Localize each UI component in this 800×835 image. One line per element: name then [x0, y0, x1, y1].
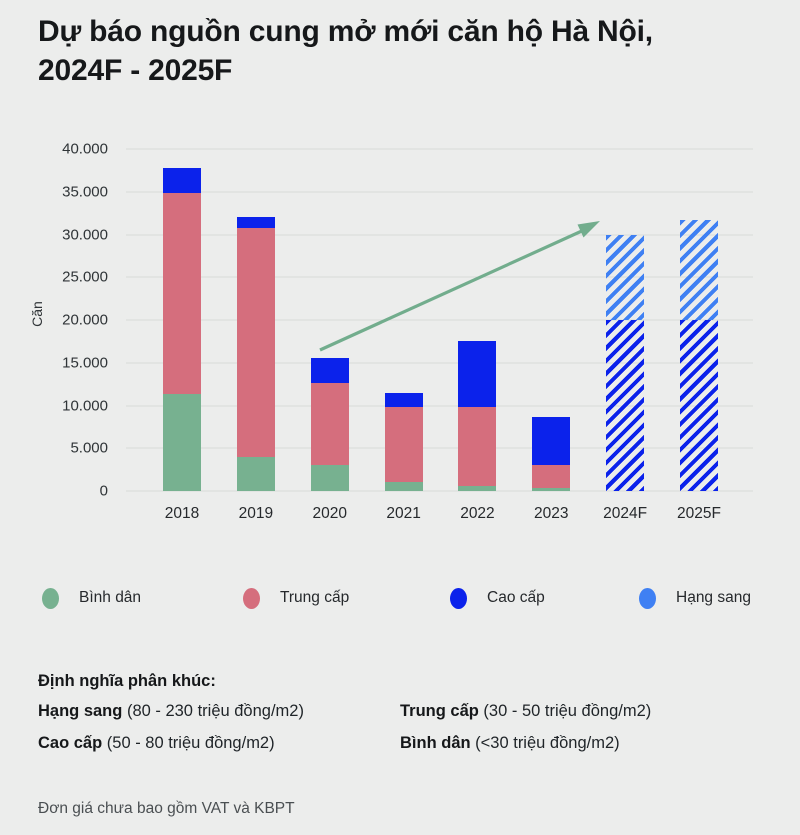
gridline	[126, 447, 753, 449]
definition-term: Cao cấp	[38, 734, 103, 752]
definition-range: (80 - 230 triệu đồng/m2)	[122, 702, 304, 720]
definitions-list: Hạng sang (80 - 230 triệu đồng/m2) Trung …	[38, 702, 762, 753]
bar-2024F	[606, 149, 645, 491]
legend-swatch-icon	[42, 587, 59, 609]
page-title: Dự báo nguồn cung mở mới căn hộ Hà Nội, …	[38, 12, 758, 90]
footnote: Đơn giá chưa bao gồm VAT và KBPT	[38, 800, 295, 817]
gridline	[126, 319, 753, 321]
bar-segment-2025F	[680, 219, 719, 320]
plot-area	[126, 148, 753, 492]
legend-label: Bình dân	[79, 589, 142, 606]
definitions-heading: Định nghĩa phân khúc:	[38, 672, 216, 690]
y-tick-label: 10.000	[62, 397, 108, 414]
y-tick-label: 35.000	[62, 183, 108, 201]
legend-swatch-icon	[243, 587, 260, 609]
bar-2020	[310, 149, 349, 491]
bar-segment-2024F	[606, 234, 645, 320]
y-tick-label: 40.000	[62, 140, 108, 158]
legend-item-2: Trung cấp	[243, 580, 349, 616]
bar-segment-2022	[458, 341, 497, 408]
bar-segment-2020	[310, 357, 349, 384]
bar-2025F	[680, 149, 719, 491]
bar-segment-2024F	[606, 320, 645, 491]
gridline	[126, 234, 753, 235]
legend-item-4: Hạng sang	[639, 580, 751, 616]
x-tick-label-2022: 2022	[460, 505, 495, 522]
bar-segment-2021	[384, 392, 423, 408]
legend-swatch-icon	[639, 587, 656, 609]
definition-item: Hạng sang (80 - 230 triệu đồng/m2)	[38, 702, 400, 721]
x-tick-label-2021: 2021	[386, 505, 421, 522]
bar-segment-2022	[458, 485, 497, 491]
legend-swatch-icon	[450, 587, 467, 609]
chart-legend: Bình dân Trung cấp Cao cấp Hạng sang	[0, 580, 800, 616]
legend-item-1: Bình dân	[42, 580, 141, 616]
y-tick-labels: 0 5.000 10.000 15.000 20.000 25.000 30.000 35.0…	[0, 141, 112, 500]
gridline	[126, 191, 753, 193]
bar-segment-2023	[532, 465, 571, 489]
definition-term: Bình dân	[400, 734, 471, 752]
definition-range: (<30 triệu đồng/m2)	[470, 734, 620, 752]
bar-segment-2023	[532, 488, 571, 491]
x-tick-label-2020: 2020	[312, 505, 347, 522]
bar-segment-2018	[163, 193, 201, 394]
bar-2023	[532, 149, 571, 491]
bar-segment-2020	[310, 465, 349, 491]
definition-term: Trung cấp	[400, 702, 479, 720]
legend-item-3: Cao cấp	[450, 580, 545, 616]
bar-2021	[384, 149, 423, 491]
title-line-2: 2024F - 2025F	[38, 54, 233, 87]
bar-segment-2018	[163, 167, 201, 194]
bar-segment-2022	[458, 407, 497, 486]
gridline	[126, 362, 753, 364]
title-line-1: Dự báo nguồn cung mở mới căn hộ Hà Nội,	[38, 15, 653, 48]
bar-segment-2021	[384, 407, 423, 483]
bar-segment-2018	[163, 393, 201, 491]
legend-label: Trung cấp	[280, 589, 350, 606]
x-tick-label-2023: 2023	[534, 505, 569, 522]
x-tick-label-2024F: 2024F	[603, 505, 648, 522]
definition-item: Bình dân (<30 triệu đồng/m2)	[400, 734, 762, 753]
y-tick-label: 25.000	[62, 268, 108, 286]
bar-segment-2023	[532, 416, 571, 466]
definition-term: Hạng sang	[38, 702, 123, 720]
y-tick-label: 0	[99, 482, 108, 500]
x-tick-label-2019: 2019	[238, 505, 274, 522]
bar-2022	[458, 149, 497, 491]
bar-2019	[236, 149, 275, 491]
bar-segment-2019	[236, 456, 275, 491]
bar-segment-2021	[384, 482, 423, 491]
bar-2018	[163, 149, 201, 491]
definition-item: Cao cấp (50 - 80 triệu đồng/m2)	[38, 734, 400, 753]
gridline	[126, 276, 753, 278]
bar-segment-2025F	[680, 320, 719, 491]
legend-label: Hạng sang	[676, 589, 751, 606]
definition-range: (50 - 80 triệu đồng/m2)	[102, 734, 275, 752]
gridline	[126, 490, 753, 492]
x-tick-label-2025F: 2025F	[677, 505, 721, 522]
x-tick-labels: 2018 2019 2020 2021 2022 2023 2024F 2025F	[126, 505, 753, 527]
bar-segment-2019	[236, 217, 275, 228]
x-tick-label-2018: 2018	[164, 505, 200, 522]
y-tick-label: 5.000	[70, 439, 108, 457]
gridline	[126, 148, 753, 150]
gridline	[126, 405, 753, 406]
y-tick-label: 20.000	[62, 311, 108, 329]
y-tick-label: 15.000	[62, 354, 108, 372]
definition-item: Trung cấp (30 - 50 triệu đồng/m2)	[400, 702, 762, 721]
definition-range: (30 - 50 triệu đồng/m2)	[478, 702, 652, 720]
legend-label: Cao cấp	[487, 589, 545, 606]
trend-arrow-head	[577, 221, 600, 238]
y-tick-label: 30.000	[62, 226, 108, 243]
bar-segment-2020	[310, 383, 349, 466]
bar-segment-2019	[236, 227, 275, 457]
